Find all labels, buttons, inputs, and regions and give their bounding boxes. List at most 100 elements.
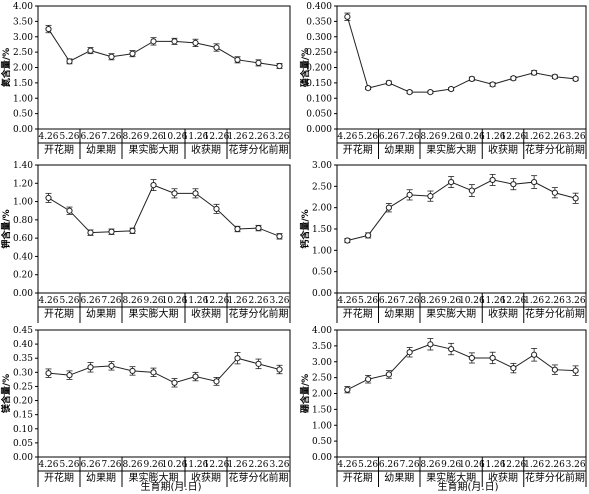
- x-tick-label: 11.26: [183, 460, 209, 470]
- data-point: [234, 355, 241, 362]
- data-point: [87, 229, 94, 236]
- y-tick-label: 3.00: [312, 358, 332, 368]
- y-tick-label: 0.35: [13, 354, 33, 364]
- data-point: [510, 365, 517, 372]
- data-point: [213, 44, 220, 51]
- y-tick-label: 0.50: [312, 437, 332, 447]
- x-tick-label: 6.26: [379, 296, 399, 306]
- stage-label: 果实膨大期: [129, 471, 179, 484]
- x-tick-label: 11.26: [183, 132, 209, 142]
- stage-label: 收获期: [488, 307, 518, 320]
- y-tick-label: 0.00: [312, 289, 332, 299]
- x-tick-label: 4.26: [38, 460, 58, 470]
- x-tick-label: 10.26: [459, 460, 485, 470]
- x-tick-label: 9.26: [441, 296, 461, 306]
- y-tick-label: 0.00: [312, 453, 332, 463]
- x-tick-label: 5.26: [358, 460, 378, 470]
- data-point: [427, 89, 434, 96]
- x-tick-label: 12.26: [500, 132, 526, 142]
- x-tick-label: 6.26: [80, 132, 100, 142]
- y-axis-label: 镁含量/%: [0, 374, 12, 413]
- x-tick-label: 8.26: [420, 460, 440, 470]
- data-point: [108, 228, 115, 235]
- x-tick-label: 7.26: [400, 460, 420, 470]
- data-point: [255, 224, 262, 232]
- x-tick-label: 9.26: [143, 132, 163, 142]
- data-point: [150, 369, 157, 376]
- data-point: [344, 237, 351, 244]
- y-tick-label: 0.00: [13, 125, 33, 135]
- y-tick-label: 0.150: [306, 79, 332, 89]
- y-tick-label: 0.100: [306, 94, 332, 104]
- stage-label: 花芽分化前期: [525, 307, 585, 320]
- x-tick-label: 1.26: [524, 132, 544, 142]
- x-tick-label: 10.26: [459, 296, 485, 306]
- y-tick-label: 1.00: [13, 94, 33, 104]
- x-tick-label: 2.26: [248, 460, 268, 470]
- data-point: [171, 38, 178, 45]
- data-point: [192, 373, 199, 380]
- data-point: [531, 351, 538, 358]
- x-tick-label: 11.26: [480, 460, 506, 470]
- x-tick-label: 8.26: [122, 296, 142, 306]
- stage-label: 收获期: [191, 471, 221, 484]
- x-tick-label: 3.26: [566, 132, 586, 142]
- data-point: [468, 187, 475, 194]
- x-tick-label: 12.26: [500, 460, 526, 470]
- stage-label: 收获期: [191, 307, 221, 320]
- data-point: [171, 379, 178, 386]
- y-tick-label: 4.00: [13, 2, 33, 12]
- stage-label: 开花期: [44, 307, 74, 320]
- y-tick-label: 3.50: [312, 342, 332, 352]
- y-tick-label: 1.40: [13, 161, 33, 171]
- y-tick-label: 0.25: [13, 382, 33, 392]
- y-tick-label: 0.50: [312, 268, 332, 278]
- stage-label: 果实膨大期: [426, 471, 476, 484]
- data-point: [406, 191, 413, 198]
- y-tick-label: 0.200: [306, 64, 332, 74]
- stage-label: 幼果期: [86, 307, 116, 320]
- data-point: [108, 362, 115, 369]
- data-point: [385, 204, 392, 211]
- x-tick-label: 7.26: [101, 132, 121, 142]
- stage-label: 幼果期: [384, 143, 414, 156]
- y-tick-label: 0.300: [306, 33, 332, 43]
- y-tick-label: 0.400: [306, 2, 332, 12]
- data-point: [66, 207, 73, 214]
- chart-panel-2: 0.000 0.050 0.100 0.150 0.200 0.250 0.300 0.350…: [299, 2, 587, 159]
- y-tick-label: 0.10: [13, 425, 33, 435]
- x-tick-label: 3.26: [269, 132, 289, 142]
- y-tick-label: 3.50: [13, 17, 33, 27]
- y-tick-label: 1.50: [13, 79, 33, 89]
- data-point: [551, 189, 558, 196]
- data-point: [45, 370, 52, 377]
- x-tick-label: 11.26: [183, 296, 209, 306]
- x-tick-label: 7.26: [400, 132, 420, 142]
- y-tick-label: 0.50: [13, 110, 33, 120]
- data-point: [192, 190, 199, 197]
- x-tick-label: 12.26: [204, 460, 230, 470]
- data-point: [192, 39, 199, 47]
- data-point: [129, 50, 136, 57]
- data-point: [129, 367, 136, 375]
- stage-label: 幼果期: [86, 471, 116, 484]
- y-tick-label: 0.350: [306, 17, 332, 27]
- data-point: [234, 225, 241, 233]
- y-tick-label: 0.45: [13, 326, 33, 336]
- data-point: [365, 376, 372, 383]
- plot-frame: [336, 5, 587, 130]
- data-point: [572, 367, 579, 374]
- x-tick-label: 1.26: [227, 460, 247, 470]
- data-point: [510, 75, 517, 82]
- stage-label: 果实膨大期: [129, 307, 179, 320]
- data-point: [150, 38, 157, 45]
- x-tick-label: 8.26: [420, 132, 440, 142]
- y-tick-label: 1.20: [13, 179, 33, 189]
- series-line: [48, 28, 280, 67]
- y-tick-label: 0.20: [13, 271, 33, 281]
- data-point: [365, 232, 372, 239]
- data-point: [468, 354, 475, 362]
- x-tick-label: 1.26: [227, 132, 247, 142]
- y-tick-label: 0.15: [13, 411, 33, 421]
